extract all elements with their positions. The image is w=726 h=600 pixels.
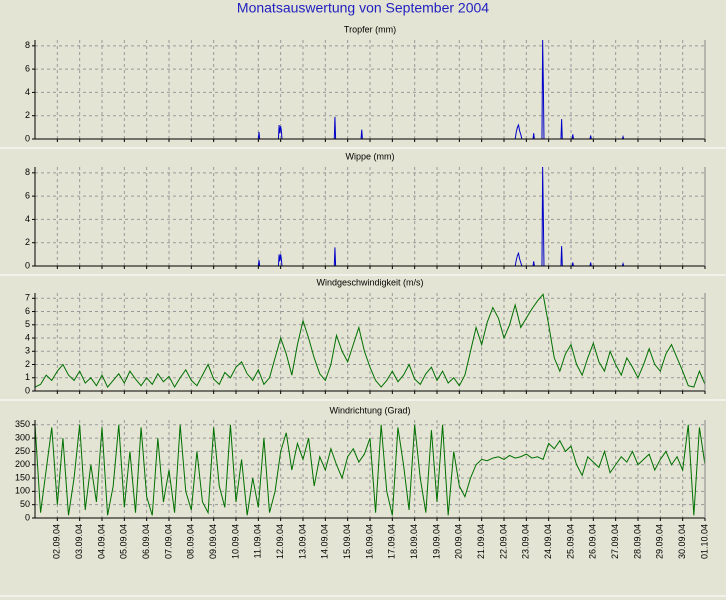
- y-tick-label: 4: [25, 214, 30, 224]
- y-tick-label: 8: [25, 40, 30, 50]
- y-tick-label: 2: [25, 359, 30, 369]
- x-tick-label: 03.09.04: [74, 524, 84, 559]
- y-tick-label: 6: [25, 306, 30, 316]
- x-tick-label: 02.09.04: [52, 524, 62, 559]
- y-tick-label: 1: [25, 372, 30, 382]
- y-tick-label: 8: [25, 167, 30, 177]
- y-tick-label: 50: [20, 499, 30, 509]
- y-tick-label: 100: [15, 486, 30, 496]
- x-tick-label: 21.09.04: [476, 524, 486, 559]
- x-tick-label: 06.09.04: [141, 524, 151, 559]
- y-tick-label: 3: [25, 346, 30, 356]
- y-tick-label: 0: [25, 260, 30, 270]
- x-tick-label: 24.09.04: [543, 524, 553, 559]
- x-tick-label: 16.09.04: [364, 524, 374, 559]
- y-tick-label: 2: [25, 110, 30, 120]
- y-tick-label: 7: [25, 293, 30, 303]
- x-tick-label: 22.09.04: [498, 524, 508, 559]
- y-tick-label: 0: [25, 133, 30, 143]
- y-tick-label: 300: [15, 432, 30, 442]
- x-tick-label: 15.09.04: [342, 524, 352, 559]
- x-tick-label: 09.09.04: [208, 524, 218, 559]
- x-tick-label: 12.09.04: [275, 524, 285, 559]
- x-tick-label: 08.09.04: [186, 524, 196, 559]
- x-tick-label: 01.10.04: [699, 524, 709, 559]
- panel-title: Wippe (mm): [346, 151, 395, 161]
- data-line: [34, 293, 706, 389]
- x-tick-label: 05.09.04: [119, 524, 129, 559]
- x-tick-label: 23.09.04: [521, 524, 531, 559]
- y-tick-label: 150: [15, 472, 30, 482]
- x-tick-label: 30.09.04: [677, 524, 687, 559]
- y-tick-label: 2: [25, 237, 30, 247]
- y-tick-label: 0: [25, 512, 30, 522]
- x-tick-label: 29.09.04: [655, 524, 665, 559]
- x-tick-label: 11.09.04: [253, 524, 263, 558]
- y-tick-label: 200: [15, 459, 30, 469]
- x-tick-label: 28.09.04: [632, 524, 642, 559]
- x-tick-label: 19.09.04: [431, 524, 441, 559]
- x-tick-label: 27.09.04: [610, 524, 620, 559]
- y-tick-label: 0: [25, 385, 30, 395]
- panel-title: Windrichtung (Grad): [329, 405, 410, 415]
- x-tick-label: 07.09.04: [163, 524, 173, 559]
- panel-title: Windgeschwindigkeit (m/s): [316, 277, 423, 287]
- y-tick-label: 5: [25, 319, 30, 329]
- x-tick-label: 14.09.04: [320, 524, 330, 559]
- x-tick-label: 13.09.04: [297, 524, 307, 559]
- x-tick-label: 26.09.04: [588, 524, 598, 559]
- x-tick-label: 04.09.04: [96, 524, 106, 559]
- x-tick-label: 18.09.04: [409, 524, 419, 559]
- y-tick-label: 6: [25, 63, 30, 73]
- y-tick-label: 4: [25, 87, 30, 97]
- panel-title: Tropfer (mm): [344, 24, 396, 34]
- data-line: [34, 424, 706, 516]
- x-tick-label: 10.09.04: [230, 524, 240, 559]
- y-tick-label: 4: [25, 332, 30, 342]
- y-tick-label: 250: [15, 446, 30, 456]
- y-tick-label: 350: [15, 419, 30, 429]
- x-tick-label: 20.09.04: [454, 524, 464, 559]
- chart-title: Monatsauswertung von September 2004: [237, 0, 489, 16]
- y-tick-label: 6: [25, 190, 30, 200]
- x-tick-label: 25.09.04: [565, 524, 575, 559]
- x-tick-label: 17.09.04: [387, 524, 397, 559]
